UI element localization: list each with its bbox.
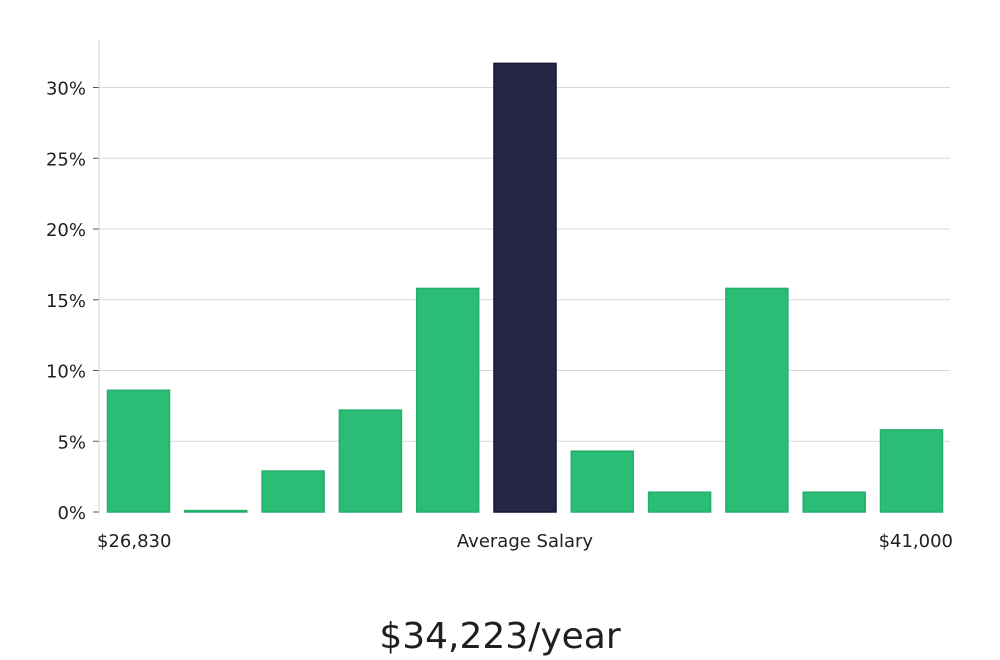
x-axis-title: Average Salary: [457, 531, 594, 552]
bar: [338, 409, 403, 513]
x-axis-labels: $26,830 Average Salary $41,000: [97, 531, 953, 552]
bar: [261, 470, 325, 513]
y-tick-label: 20%: [46, 220, 86, 241]
bar: [802, 491, 866, 513]
bar: [879, 429, 944, 513]
bar: [647, 491, 712, 513]
bar: [415, 287, 480, 513]
average-salary-value: $34,223/year: [379, 616, 621, 657]
y-tick-label: 10%: [46, 362, 86, 383]
bar: [570, 450, 635, 513]
y-tick-label: 0%: [57, 503, 86, 524]
y-axis-ticks: 0% 5% 10% 15% 20% 25% 30%: [46, 79, 99, 524]
bar-highlighted-average: [493, 62, 557, 513]
bar: [106, 389, 171, 513]
bar: [725, 287, 789, 513]
y-tick-label: 5%: [57, 432, 86, 453]
y-tick-label: 25%: [46, 149, 86, 170]
bar: [184, 509, 248, 513]
x-min-label: $26,830: [97, 531, 171, 552]
y-tick-label: 15%: [46, 291, 86, 312]
x-max-label: $41,000: [879, 531, 953, 552]
y-tick-label: 30%: [46, 79, 86, 100]
bars: [106, 62, 944, 513]
